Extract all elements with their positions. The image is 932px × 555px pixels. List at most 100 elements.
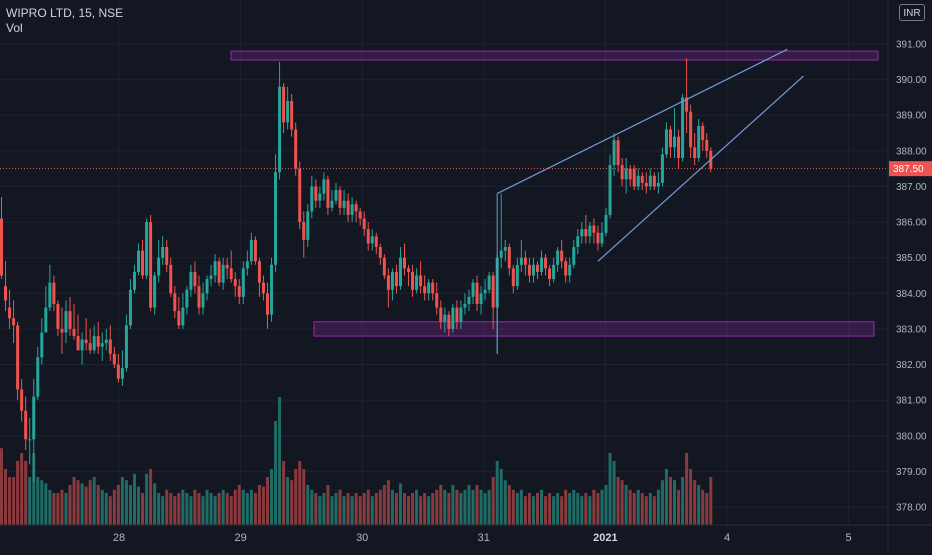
candle-body [608,165,612,215]
volume-bar [185,493,189,525]
candle-body [588,225,592,237]
volume-bar [92,477,96,525]
trendline-lower [597,75,804,262]
trendlines[interactable] [496,48,804,354]
candle-body [632,168,636,187]
volume-bar [664,469,668,525]
candle-body [407,268,411,272]
support-zone [313,321,875,337]
candle-body [580,229,584,237]
volume-bar [568,493,572,525]
chart-legend: WIPRO LTD, 15, NSE Vol [6,6,123,36]
volume-bar [225,493,229,525]
candle-body [165,247,169,265]
volume-bar [132,473,136,525]
candle-body [556,250,560,265]
volume-bar [608,453,612,525]
volume-bar [455,489,459,525]
volume-bar [161,496,165,525]
candle-body [677,136,681,158]
candle-body [419,275,423,287]
volume-bar [294,469,298,525]
volume-bar [681,477,685,525]
volume-bar [697,485,701,525]
volume-bar [181,489,185,525]
candle-body [249,239,253,262]
candle-body [217,261,221,283]
volume-bar [499,469,503,525]
candle-body [511,268,515,287]
volume-bar [701,489,705,525]
volume-bar [330,496,334,525]
candle-body [36,357,40,397]
candle-body [338,190,342,208]
candle-body [221,264,225,283]
symbol-title[interactable]: WIPRO LTD, 15, NSE [6,6,124,20]
volume-bar [515,493,519,525]
candle-body [173,293,177,312]
candle-body [346,200,350,215]
candle-body [84,339,88,344]
candle-body [366,229,370,244]
volume-bar [350,496,354,525]
candle-body [68,311,72,329]
volume-bar [592,489,596,525]
currency-badge[interactable]: INR [899,4,925,21]
volume-bar [427,496,431,525]
candle-body [52,282,56,304]
candle-body [378,247,382,258]
candle-body [540,257,544,272]
candle-body [652,175,656,187]
volume-bar [302,469,306,525]
candle-body [459,307,463,322]
volume-bar [177,493,181,525]
y-tick-label: 389.00 [896,111,927,122]
candle-body [443,314,447,322]
candle-body [16,325,20,390]
y-tick-label: 387.00 [896,182,927,193]
candle-body [290,100,294,130]
candle-body [108,339,112,354]
volume-bar [705,493,709,525]
candle-body [161,247,165,258]
candle-body [636,175,640,187]
volume-bar [403,493,406,525]
volume-bar [24,461,28,525]
volume-bar [604,485,608,525]
candle-body [157,257,161,276]
volume-bar [96,485,100,525]
volume-bar [447,493,451,525]
candles [0,58,713,483]
candle-body [681,97,685,158]
candle-body [4,286,8,301]
candle-body [270,264,274,315]
volume-bar [411,493,415,525]
volume-bar [141,493,145,525]
volume-bar [668,477,672,525]
volume-bar [201,496,205,525]
volume-bar [584,493,588,525]
candle-body [274,172,278,265]
volume-bar [540,489,544,525]
volume-bar [544,496,548,525]
volume-bar [205,489,209,525]
volume-indicator-label[interactable]: Vol [6,21,23,35]
candle-body [253,239,257,262]
candle-body [531,264,535,276]
volume-bar [270,469,274,525]
volume-bar [334,493,338,525]
candle-body [310,186,314,212]
volume-bar [4,469,8,525]
candle-body [213,261,217,276]
volume-bar [0,448,3,525]
volume-bar [439,485,443,525]
candle-body [322,179,326,194]
volume-bar [108,496,112,525]
candle-body [519,257,523,265]
volume-bar [40,480,44,525]
x-tick-label: 30 [356,532,368,544]
volume-bar [197,493,201,525]
